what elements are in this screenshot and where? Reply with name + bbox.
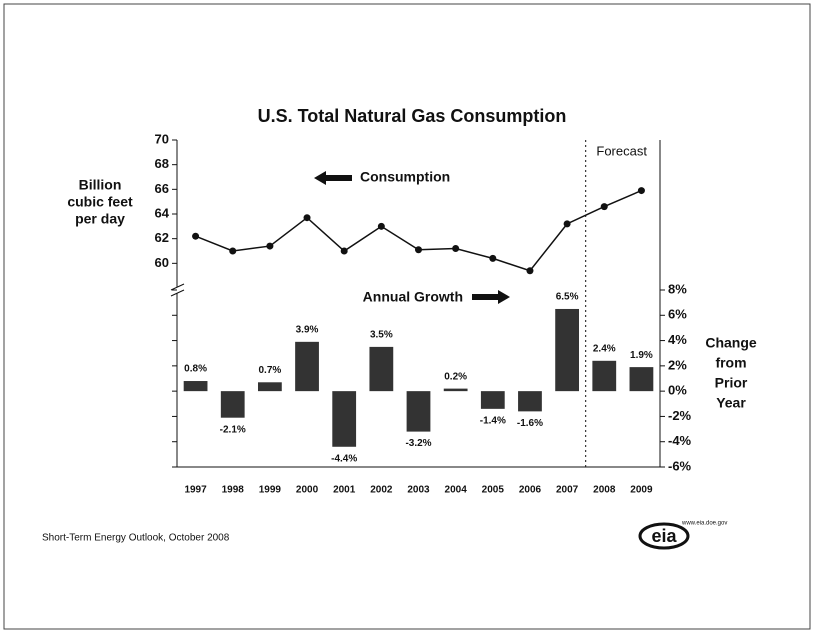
value-label: 2.4% (593, 343, 616, 354)
line (195, 189, 642, 272)
point (452, 245, 460, 253)
y2-tick-label: 6% (668, 307, 687, 322)
bar (555, 308, 580, 392)
y2-axis-label: Prior (715, 375, 748, 391)
value-label: 3.5% (370, 330, 393, 341)
value-label: 0.2% (444, 371, 467, 382)
point (266, 242, 274, 250)
logo: eia www.eia.doe.gov (638, 521, 727, 550)
frame (3, 3, 811, 630)
x-tick-label: 2004 (445, 485, 468, 496)
arrow (314, 171, 352, 185)
x-tick-label: 2005 (482, 485, 505, 496)
x-tick-label: 2006 (519, 485, 542, 496)
value-label: 3.9% (296, 324, 319, 335)
x-tick-label: 2007 (556, 485, 579, 496)
y2-axis-label: Change (705, 335, 757, 351)
value-label: -1.4% (480, 415, 506, 426)
logo-text: eia (651, 526, 677, 546)
point (303, 214, 311, 222)
point (600, 203, 608, 211)
y2-tick-label: -2% (668, 408, 692, 423)
bar (257, 382, 282, 392)
x-tick-label: 2008 (593, 485, 616, 496)
logo-url: www.eia.doe.gov (681, 521, 727, 527)
value-label: 6.5% (556, 292, 579, 303)
chart-title: U.S. Total Natural Gas Consumption (258, 106, 567, 126)
legend-consumption: Consumption (360, 169, 450, 185)
x-tick-label: 2001 (333, 485, 356, 496)
x-tick-label: 2002 (370, 485, 393, 496)
source: Short-Term Energy Outlook, October 2008 (42, 533, 230, 544)
x-tick-label: 1999 (259, 485, 282, 496)
bar (332, 391, 357, 447)
y2-tick-label: 0% (668, 383, 687, 398)
point (415, 246, 422, 254)
bar (369, 346, 394, 392)
y2-tick-label: 4% (668, 332, 687, 347)
bar (406, 391, 431, 432)
bar (295, 341, 319, 392)
bar (480, 391, 505, 409)
y-tick-label: 66 (155, 181, 169, 196)
value-label: -3.2% (405, 438, 431, 449)
value-label: 1.9% (630, 350, 653, 361)
x-tick-label: 2003 (407, 485, 430, 496)
logo-ring (638, 522, 690, 550)
forecast-label: Forecast (596, 143, 647, 158)
value-label: -4.4% (331, 453, 357, 464)
value-label: 0.7% (258, 365, 281, 376)
point (489, 254, 497, 262)
bar (592, 360, 617, 392)
arrow (472, 290, 510, 304)
y2-axis-label: from (715, 355, 746, 371)
bar (183, 381, 208, 392)
point (340, 247, 348, 255)
y2-axis-label: Year (716, 395, 746, 411)
y-tick-label: 68 (155, 156, 169, 171)
bar (629, 367, 654, 392)
x-tick-label: 1997 (184, 485, 207, 496)
x-tick-label: 2000 (296, 485, 319, 496)
point (192, 232, 200, 240)
y2-tick-label: -6% (668, 458, 692, 473)
point (563, 220, 571, 228)
point (526, 267, 534, 275)
y-tick-label: 62 (155, 230, 169, 245)
x-tick-label: 2009 (630, 485, 653, 496)
value-label: -2.1% (220, 424, 246, 435)
x-tick-label: 1998 (222, 485, 245, 496)
y-tick-label: 70 (155, 131, 169, 146)
point (637, 187, 645, 195)
bar (443, 388, 468, 392)
legend-growth: Annual Growth (363, 289, 463, 305)
y-tick-label: 60 (155, 255, 169, 270)
y2-tick-label: 8% (668, 281, 687, 296)
value-label: 0.8% (184, 364, 207, 375)
y-tick-label: 64 (155, 205, 170, 220)
y-axis-label: per day (75, 211, 125, 227)
value-label: -1.6% (517, 418, 543, 429)
y2-tick-label: -4% (668, 433, 692, 448)
y2-tick-label: 2% (668, 357, 687, 372)
bar (518, 391, 542, 412)
point (377, 222, 385, 230)
bar (220, 391, 245, 418)
point (229, 247, 237, 255)
y-axis-label: cubic feet (67, 194, 133, 210)
y-axis-label: Billion (79, 177, 122, 193)
